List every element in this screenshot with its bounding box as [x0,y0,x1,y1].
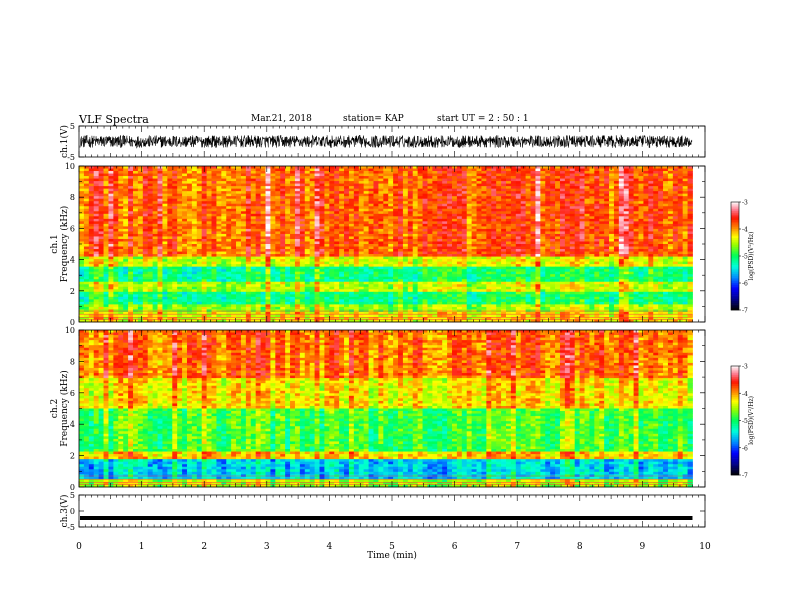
y-tick-label: 5 [70,122,75,131]
y-tick-label: 0 [70,318,75,327]
colorbar-label: log(PSD)(V²/Hz) [748,396,755,445]
start-time-label: start UT = 2 : 50 : 1 [437,114,529,124]
y-tick-label: 4 [70,420,75,429]
x-tick-label: 2 [201,542,207,552]
y-tick-label: 5 [70,491,75,500]
y-tick-label: 2 [70,287,75,296]
y-tick-label: 0 [70,483,75,492]
y-tick-label: 6 [70,224,75,233]
colorbar-tick-label: -3 [742,364,748,371]
y-tick-label: 4 [70,256,75,265]
y-axis-label: ch.3(V) [59,495,70,528]
x-tick-label: 9 [640,542,646,552]
x-tick-label: 8 [577,542,583,552]
colorbar-label: log(PSD)(V²/Hz) [748,232,755,281]
y-tick-label: 6 [70,389,75,398]
colorbar-tick-label: -7 [742,473,748,480]
chart-title: VLF Spectra [79,113,149,126]
x-tick-label: 10 [699,542,711,552]
colorbar: -3 -4 -5 -6 -7 log(PSD)(V²/Hz) [730,364,755,480]
y-tick-label: 0 [70,507,75,516]
x-tick-label: 7 [514,542,520,552]
station-label: station= KAP [343,114,404,124]
y-tick-label: -5 [67,523,75,532]
y-axis-label-channel: ch.2 [50,399,60,418]
y-tick-label: 8 [70,357,75,366]
x-tick-label: 1 [139,542,145,552]
y-axis-label: ch.1(V) [59,125,70,158]
colorbar-tick-label: -6 [742,445,748,452]
y-tick-label: 10 [65,162,75,171]
colorbar-tick-label: -4 [742,227,748,234]
colorbar-tick-label: -4 [742,391,748,398]
ch1-waveform-panel [79,134,693,149]
y-tick-label: -5 [67,153,75,162]
x-tick-label: 3 [264,542,270,552]
y-tick-label: 10 [65,326,75,335]
date-label: Mar.21, 2018 [251,114,312,124]
y-axis-label-frequency: Frequency (kHz) [59,206,70,283]
ch2-spectrogram-panel [79,330,693,488]
colorbar-tick-label: -5 [742,418,748,425]
x-tick-label: 4 [327,542,333,552]
colorbar-tick-label: -5 [742,254,748,261]
y-tick-label: 2 [70,452,75,461]
y-tick-label: 8 [70,193,75,202]
colorbar: -3 -4 -5 -6 -7 log(PSD)(V²/Hz) [730,200,755,315]
y-axis-label-frequency: Frequency (kHz) [59,370,70,447]
x-tick-label: 6 [452,542,458,552]
x-tick-label: 5 [389,542,395,552]
ch1-spectrogram-panel [79,166,693,323]
y-axis-label-channel: ch.1 [50,234,60,253]
colorbar-tick-label: -6 [742,281,748,288]
colorbar-tick-label: -7 [742,308,748,315]
x-tick-label: 0 [76,542,82,552]
x-axis-label: Time (min) [367,550,417,561]
colorbar-tick-label: -3 [742,200,748,207]
